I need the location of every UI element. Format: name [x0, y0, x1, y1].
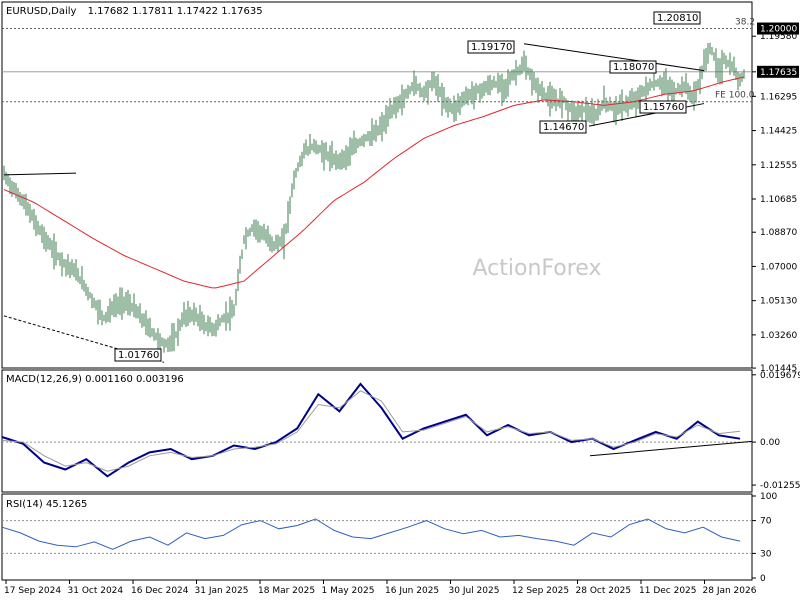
rsi-y-tick-label: 0 — [760, 574, 766, 584]
price-panel-title: EURUSD,Daily 1.17682 1.17811 1.17422 1.1… — [6, 6, 263, 17]
rsi-y-tick-label: 100 — [760, 492, 777, 502]
x-tick-label: 18 Mar 2025 — [258, 586, 315, 596]
fib-level-label: 38.2 — [735, 18, 755, 28]
x-tick-label: 30 Jul 2025 — [449, 586, 500, 596]
rsi-y-tick-label: 70 — [760, 517, 772, 527]
price-y-tick-label: 1.10685 — [760, 195, 797, 205]
macd-panel-title: MACD(12,26,9) 0.001160 0.003196 — [6, 374, 184, 385]
ohlc-label: 1.17682 1.17811 1.17422 1.17635 — [88, 6, 263, 17]
x-tick-label: 31 Oct 2024 — [68, 586, 124, 596]
x-tick-label: 31 Jan 2025 — [195, 586, 249, 596]
price-y-tick-label: 1.12555 — [760, 161, 797, 171]
macd-y-tick-label: -0.012552 — [760, 481, 800, 491]
fib-level-label: FE 100.0 — [715, 91, 755, 101]
rsi-panel-title: RSI(14) 45.1265 — [6, 499, 87, 510]
x-tick-label: 11 Dec 2025 — [639, 586, 697, 596]
rsi-y-tick-label: 30 — [760, 549, 772, 559]
level-price-tag-label: 1.20000 — [760, 25, 797, 35]
x-tick-label: 16 Jun 2025 — [385, 586, 439, 596]
x-tick-label: 28 Jan 2026 — [703, 586, 757, 596]
x-tick-label: 1 May 2025 — [322, 586, 375, 596]
price-y-tick-label: 1.05130 — [760, 297, 797, 307]
swing-label: 1.20810 — [657, 13, 698, 24]
watermark: ActionForex — [473, 256, 602, 281]
current-price-tag-label: 1.17635 — [760, 68, 797, 78]
symbol-label: EURUSD,Daily — [6, 6, 77, 17]
price-y-tick-label: 1.16295 — [760, 92, 797, 102]
price-y-tick-label: 1.14425 — [760, 127, 797, 137]
price-y-tick-label: 1.07000 — [760, 262, 797, 272]
swing-label: 1.19170 — [471, 42, 512, 53]
x-tick-label: 28 Oct 2025 — [576, 586, 632, 596]
price-y-tick-label: 1.03260 — [760, 331, 797, 341]
swing-label: 1.01760 — [118, 350, 159, 361]
macd-y-tick-label: 0.019679 — [760, 371, 800, 381]
x-tick-label: 17 Sep 2024 — [4, 586, 61, 596]
x-tick-label: 16 Dec 2024 — [131, 586, 189, 596]
x-tick-label: 12 Sep 2025 — [512, 586, 569, 596]
price-y-tick-label: 1.08870 — [760, 228, 797, 238]
swing-label: 1.14670 — [543, 122, 584, 133]
swing-label: 1.18070 — [613, 62, 654, 73]
macd-y-tick-label: 0.00 — [760, 438, 780, 448]
swing-label: 1.15760 — [643, 102, 684, 113]
